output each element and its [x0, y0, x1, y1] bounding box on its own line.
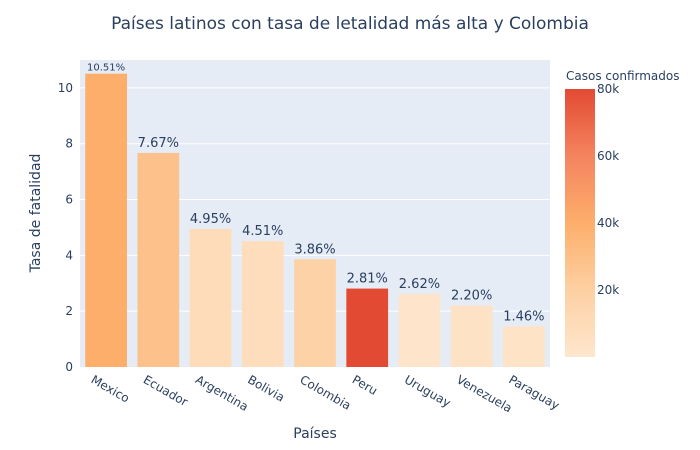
x-tick-label: Paraguay: [506, 372, 562, 412]
y-tick-label: 10: [58, 81, 73, 95]
bar-value-label: 4.95%: [190, 212, 231, 227]
x-tick-label: Argentina: [193, 372, 251, 413]
bar-value-label: 4.51%: [242, 224, 283, 239]
y-tick-label: 6: [65, 193, 73, 207]
x-tick-label: Colombia: [298, 372, 354, 412]
bar-bolivia: [241, 241, 284, 367]
y-tick-label: 0: [65, 360, 73, 374]
x-tick-label: Venezuela: [454, 372, 514, 415]
bar-value-label: 2.20%: [451, 289, 492, 304]
x-tick-label: Bolivia: [245, 372, 287, 404]
colorbar: Casos confirmados 20k 40k 60k 80k: [565, 69, 679, 357]
bar-value-label: 2.81%: [347, 272, 388, 287]
y-axis-ticks: 0 2 4 6 8 10: [58, 81, 73, 374]
colorbar-tick-label: 20k: [597, 283, 619, 297]
bar-venezuela: [450, 305, 493, 367]
bar-value-label: 3.86%: [294, 242, 335, 257]
bar-value-label: 10.51%: [87, 63, 125, 74]
bar-peru: [346, 288, 389, 367]
bar-ecuador: [137, 152, 180, 367]
y-tick-label: 8: [65, 137, 73, 151]
bar-mexico: [85, 73, 127, 368]
colorbar-tick-label: 60k: [597, 149, 619, 163]
bar-value-label: 7.67%: [138, 136, 179, 151]
bar-value-label: 2.62%: [399, 277, 440, 292]
bar-paraguay: [503, 326, 545, 367]
x-tick-label: Ecuador: [141, 372, 191, 409]
bar-colombia: [294, 259, 336, 367]
bar-value-labels: 10.51% 7.67% 4.95% 4.51% 3.86% 2.81% 2.62% 2.20…: [87, 63, 545, 325]
x-tick-label: Uruguay: [402, 372, 453, 410]
y-tick-label: 4: [65, 248, 73, 262]
bar-uruguay: [398, 293, 441, 367]
bar-series: [85, 73, 545, 368]
y-axis-title: Tasa de fatalidad: [28, 154, 44, 274]
chart-title: Países latinos con tasa de letalidad más…: [111, 14, 589, 34]
x-axis-title: Países: [293, 426, 336, 442]
colorbar-tick-label: 40k: [597, 216, 619, 230]
colorbar-scale: [565, 89, 595, 357]
y-tick-label: 2: [65, 304, 73, 318]
bar-value-label: 1.46%: [503, 309, 544, 324]
x-tick-label: Peru: [350, 372, 380, 397]
x-tick-label: Mexico: [89, 372, 132, 405]
bar-argentina: [189, 228, 232, 367]
colorbar-title: Casos confirmados: [566, 69, 679, 83]
colorbar-tick-label: 80k: [597, 82, 619, 96]
colorbar-ticks: 20k 40k 60k 80k: [597, 82, 619, 297]
